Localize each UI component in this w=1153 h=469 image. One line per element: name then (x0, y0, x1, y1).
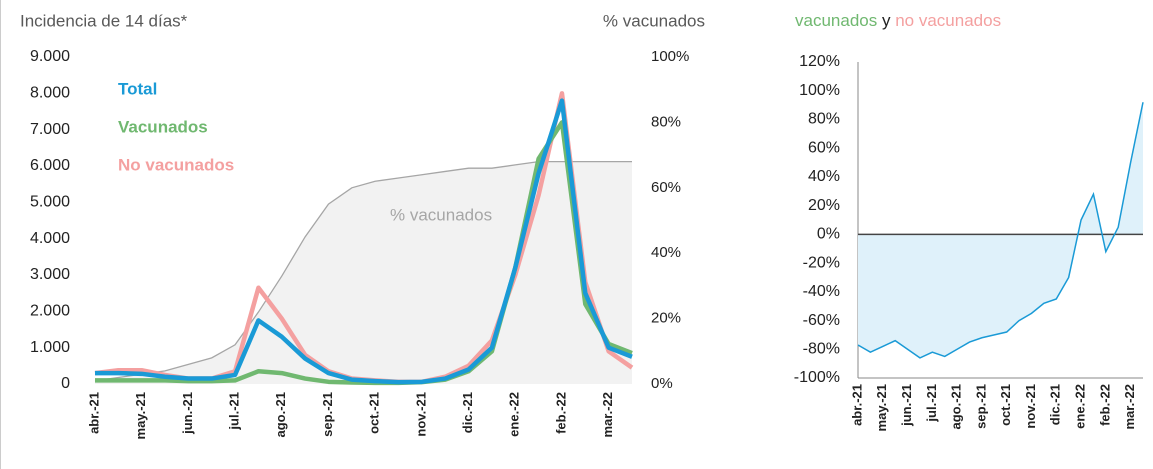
x-tick-label: may.-21 (133, 392, 148, 439)
line (95, 120, 633, 386)
x-tick-label: ago.-21 (273, 392, 288, 438)
title-part: no vacunados (895, 11, 1001, 30)
y-tick-label: 60% (808, 139, 840, 156)
x-tick-label: abr.-21 (849, 384, 864, 426)
y2-tick-label: 100% (651, 48, 689, 65)
title-part: y (882, 11, 891, 30)
x-tick-label: nov.-21 (413, 392, 428, 437)
area (858, 102, 1143, 358)
chart-title: vacunados y no vacunados (795, 11, 1001, 30)
x-tick-label: ago.-21 (949, 384, 964, 430)
y2-axis-label: % vacunados (603, 11, 705, 30)
x-tick-label: jul.-21 (227, 392, 242, 431)
x-tick-label: abr.-21 (86, 392, 101, 434)
y-tick-label: 4.000 (30, 230, 70, 247)
y2-tick-label: 60% (651, 179, 681, 196)
x-tick-label: jun.-21 (180, 392, 195, 435)
y-tick-label: 5.000 (30, 194, 70, 211)
y-tick-label: -80% (803, 340, 840, 357)
x-tick-label: may.-21 (874, 384, 889, 431)
y-tick-label: -40% (803, 283, 840, 300)
y-tick-label: 9.000 (30, 48, 70, 65)
y-tick-label: -60% (803, 312, 840, 329)
y-tick-label: 3.000 (30, 266, 70, 283)
x-tick-label: feb.-22 (553, 392, 568, 434)
x-tick-label: oct.-21 (367, 392, 382, 434)
y2-tick-label: 80% (651, 113, 681, 130)
x-tick-label: ene.-22 (507, 392, 522, 437)
x-tick-label: jul.-21 (924, 384, 939, 423)
x-tick-label: jun.-21 (899, 384, 914, 427)
y-tick-label: 20% (808, 197, 840, 214)
x-tick-label: mar.-22 (600, 392, 615, 438)
x-tick-label: feb.-22 (1097, 384, 1112, 426)
line (95, 98, 633, 385)
y2-tick-label: 20% (651, 310, 681, 327)
legend-entry: No vacunados (118, 155, 234, 174)
series-label: % vacunados (390, 205, 492, 224)
x-tick-label: sep.-21 (320, 392, 335, 437)
y-tick-label: 7.000 (30, 121, 70, 138)
x-tick-label: sep.-21 (973, 384, 988, 429)
x-tick-label: ene.-22 (1072, 384, 1087, 429)
legend-entry: Vacunados (118, 117, 208, 136)
y-tick-label: 40% (808, 168, 840, 185)
y-tick-label: 120% (799, 53, 840, 70)
y-tick-label: 0 (61, 375, 70, 392)
title-part: vacunados (795, 11, 877, 30)
x-tick-label: mar.-22 (1122, 384, 1137, 430)
x-tick-label: dic.-21 (460, 392, 475, 433)
y-tick-label: 2.000 (30, 303, 70, 320)
y-tick-label: 0% (817, 226, 840, 243)
y2-tick-label: 0% (651, 375, 673, 392)
y-tick-label: 80% (808, 111, 840, 128)
y-tick-label: -100% (794, 369, 840, 386)
y-tick-label: 8.000 (30, 85, 70, 102)
x-tick-label: dic.-21 (1048, 384, 1063, 425)
y-tick-label: 100% (799, 82, 840, 99)
y-tick-label: 1.000 (30, 339, 70, 356)
x-tick-label: nov.-21 (1023, 384, 1038, 429)
line (857, 102, 1144, 359)
y-tick-label: 6.000 (30, 157, 70, 174)
area (95, 161, 632, 384)
y2-tick-label: 40% (651, 244, 681, 261)
y-tick-label: -20% (803, 254, 840, 271)
y-axis-label: Incidencia de 14 días* (20, 11, 188, 30)
x-tick-label: oct.-21 (998, 384, 1013, 426)
legend-entry: Total (118, 79, 157, 98)
